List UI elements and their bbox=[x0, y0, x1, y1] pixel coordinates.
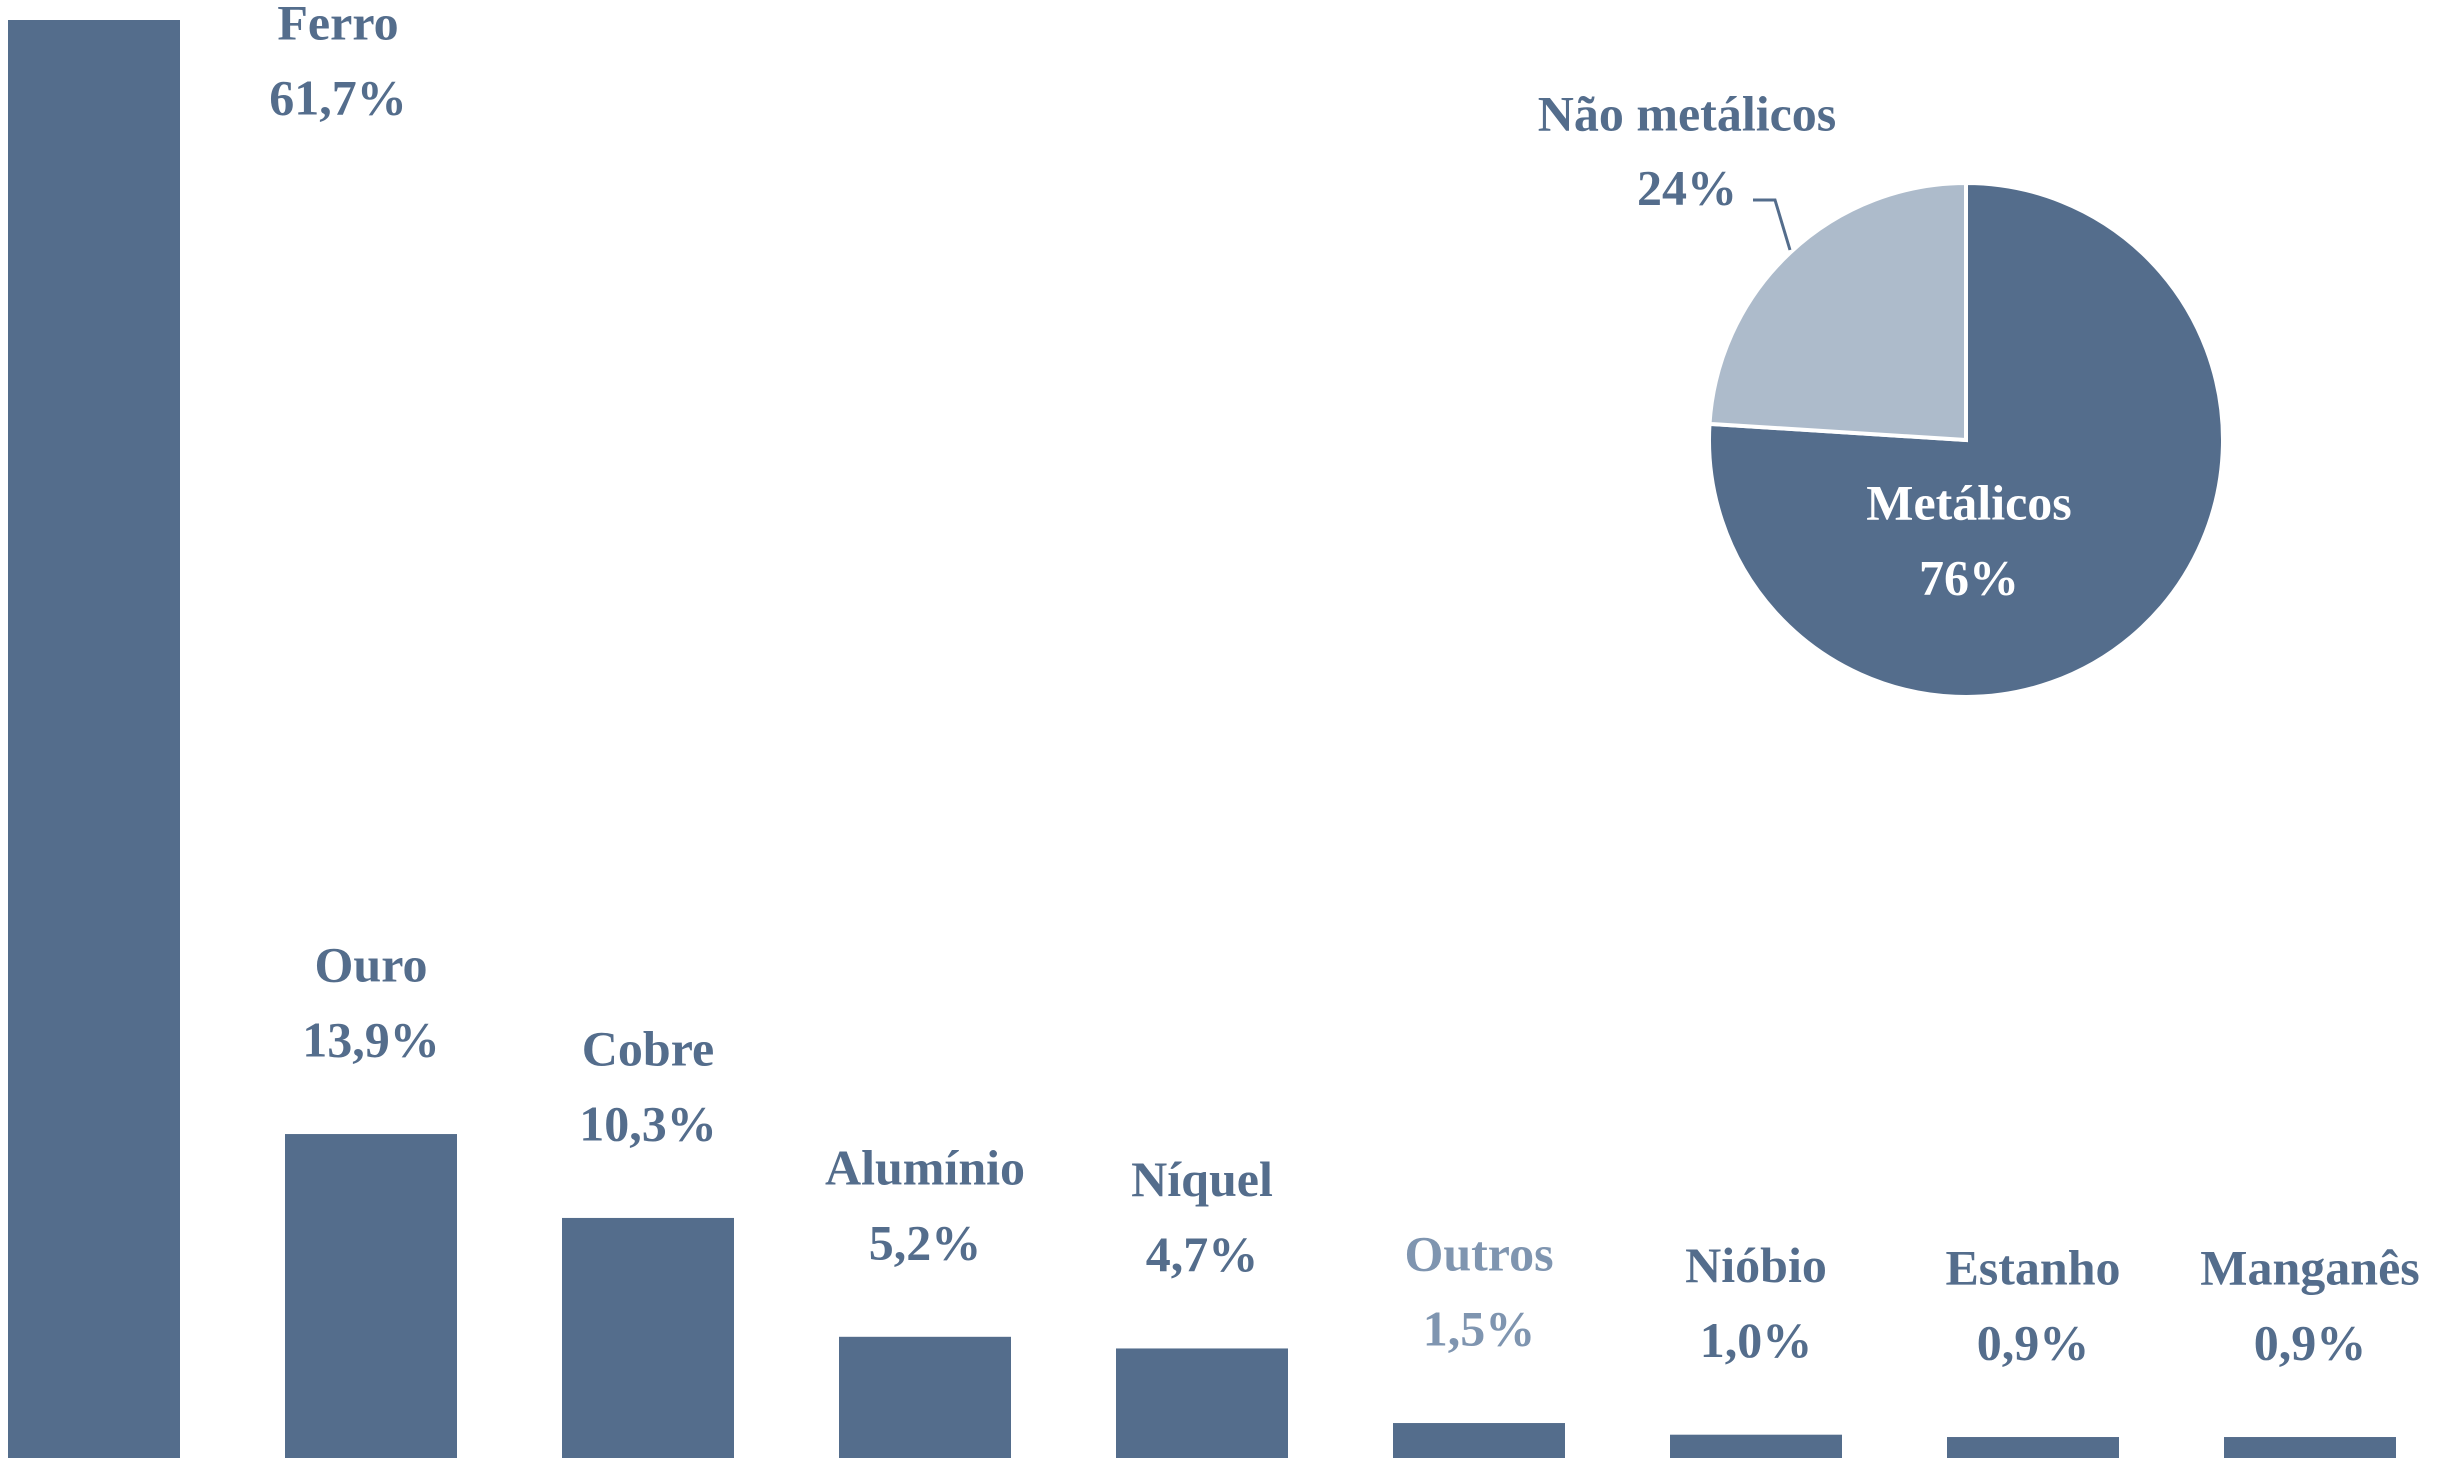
category-label: Ouro bbox=[315, 937, 428, 993]
category-label: Estanho bbox=[1945, 1239, 2120, 1295]
bar bbox=[285, 1134, 457, 1458]
pie-value-label: 76% bbox=[1919, 549, 2019, 605]
bar bbox=[8, 20, 180, 1458]
bar bbox=[1116, 1348, 1288, 1458]
pie-category-label: Não metálicos bbox=[1538, 85, 1837, 141]
category-label: Manganês bbox=[2200, 1239, 2419, 1295]
bar bbox=[1393, 1423, 1565, 1458]
category-label: Cobre bbox=[582, 1020, 714, 1076]
value-label: 10,3% bbox=[579, 1095, 717, 1151]
value-label: 0,9% bbox=[2254, 1314, 2367, 1370]
pie-category-label: Metálicos bbox=[1866, 474, 2071, 530]
category-label: Nióbio bbox=[1685, 1237, 1827, 1293]
value-label: 1,0% bbox=[1700, 1312, 1813, 1368]
value-label: 0,9% bbox=[1977, 1314, 2090, 1370]
bar bbox=[1947, 1437, 2119, 1458]
category-label: Outros bbox=[1404, 1226, 1553, 1282]
bar bbox=[2224, 1437, 2396, 1458]
category-label: Níquel bbox=[1131, 1151, 1273, 1207]
value-label: 13,9% bbox=[302, 1012, 440, 1068]
value-label: 5,2% bbox=[869, 1214, 982, 1270]
pie-slice bbox=[1707, 180, 1968, 443]
bar bbox=[562, 1217, 734, 1458]
bar bbox=[1670, 1434, 1842, 1458]
pie-slice bbox=[1707, 180, 2225, 699]
category-label: Alumínio bbox=[825, 1139, 1025, 1195]
category-label: Ferro bbox=[277, 0, 398, 50]
value-label: 4,7% bbox=[1146, 1226, 1259, 1282]
bar bbox=[839, 1336, 1011, 1458]
value-label: 1,5% bbox=[1423, 1301, 1536, 1357]
value-label: 61,7% bbox=[269, 69, 407, 125]
pie-value-label: 24% bbox=[1637, 159, 1737, 215]
leader-line bbox=[1753, 198, 1792, 251]
